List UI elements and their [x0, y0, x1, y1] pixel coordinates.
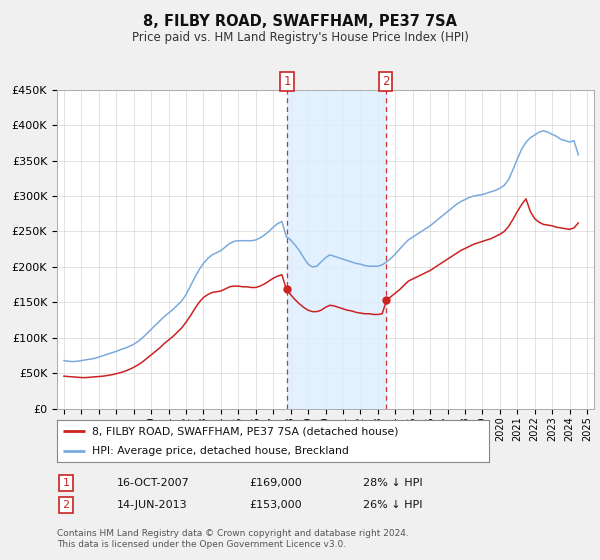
Text: 26% ↓ HPI: 26% ↓ HPI [363, 500, 422, 510]
Text: 1: 1 [62, 478, 70, 488]
Text: Price paid vs. HM Land Registry's House Price Index (HPI): Price paid vs. HM Land Registry's House … [131, 31, 469, 44]
Text: 28% ↓ HPI: 28% ↓ HPI [363, 478, 422, 488]
Text: 8, FILBY ROAD, SWAFFHAM, PE37 7SA: 8, FILBY ROAD, SWAFFHAM, PE37 7SA [143, 14, 457, 29]
Text: 2: 2 [382, 75, 389, 88]
Text: £169,000: £169,000 [249, 478, 302, 488]
Text: Contains HM Land Registry data © Crown copyright and database right 2024.
This d: Contains HM Land Registry data © Crown c… [57, 529, 409, 549]
Bar [287, 90, 386, 409]
Text: 14-JUN-2013: 14-JUN-2013 [117, 500, 188, 510]
Text: 2: 2 [62, 500, 70, 510]
Text: 8, FILBY ROAD, SWAFFHAM, PE37 7SA (detached house): 8, FILBY ROAD, SWAFFHAM, PE37 7SA (detac… [92, 426, 398, 436]
Text: 16-OCT-2007: 16-OCT-2007 [117, 478, 190, 488]
Text: £153,000: £153,000 [249, 500, 302, 510]
Text: HPI: Average price, detached house, Breckland: HPI: Average price, detached house, Brec… [92, 446, 349, 456]
Text: 1: 1 [283, 75, 291, 88]
